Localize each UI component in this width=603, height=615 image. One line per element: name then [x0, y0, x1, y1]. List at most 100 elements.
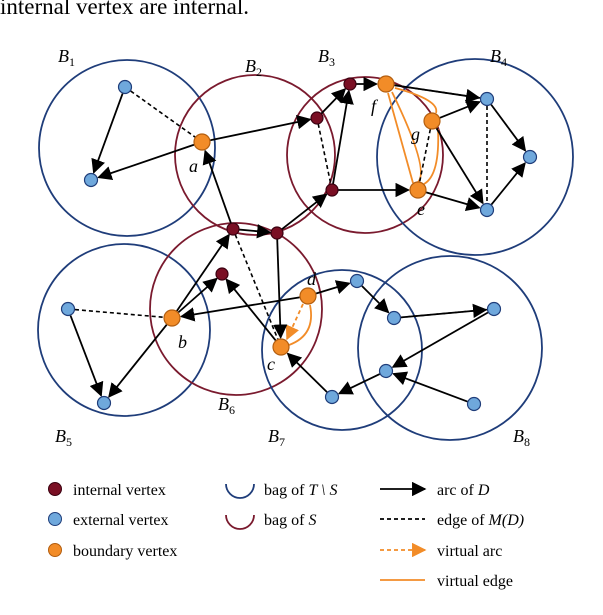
vertices-layer — [60, 75, 538, 412]
external-vertex — [486, 301, 502, 317]
internal-vertex — [215, 267, 229, 281]
external-vertex — [324, 389, 340, 405]
bag-label-b8: B8 — [513, 426, 530, 449]
arc-g-x1 — [439, 100, 481, 119]
matching-edge-i4-c — [234, 234, 279, 340]
external-vertex — [522, 149, 538, 165]
bag-label-b5: B5 — [55, 426, 72, 449]
bag-label-b2: B2 — [245, 56, 262, 79]
external-vertex — [466, 396, 482, 412]
arc-d-z1 — [315, 280, 351, 295]
arc-i5-c — [273, 238, 288, 339]
virtual-arc-d-c — [285, 303, 304, 341]
vertex-label-b: b — [178, 332, 187, 352]
arc-z2-z5 — [400, 303, 488, 319]
arc-e-x3 — [425, 191, 481, 212]
boundary-vertex-b — [163, 309, 181, 327]
arc-z6-z4 — [392, 371, 468, 403]
arc-x1-x2 — [490, 104, 527, 152]
bag-b5 — [37, 243, 211, 417]
arc-f-x1 — [394, 84, 481, 104]
legend-virtual-edge-label: virtual edge — [437, 573, 513, 590]
arc-e1-e2 — [91, 93, 124, 174]
arc-z3-c — [286, 352, 328, 393]
arc-i4-i5 — [238, 224, 272, 239]
labels-layer: B1 B2 B3 B4 B5 B6 B7 B8 a b c d e f g — [55, 46, 530, 449]
virtual-edge-f-g — [394, 87, 438, 114]
arc-y1-y2 — [69, 315, 104, 397]
bag-label-b6: B6 — [218, 394, 235, 417]
internal-vertex — [310, 111, 324, 125]
external-vertex — [83, 172, 99, 188]
legend-virtual-arc-label: virtual arc — [437, 543, 502, 560]
arc-i4-a — [202, 149, 232, 224]
vertex-label-c: c — [267, 354, 275, 374]
internal-vertex — [270, 226, 284, 240]
external-vertex — [386, 310, 402, 326]
boundary-vertex-a — [193, 133, 211, 151]
legend: internal vertex external vertex boundary… — [48, 481, 524, 590]
legend-arc-label: arc of D — [437, 482, 490, 499]
vertex-label-d: d — [307, 269, 317, 289]
arc-a-e2 — [97, 143, 195, 181]
arc-x3-x2 — [490, 162, 526, 206]
bag-b8 — [357, 255, 543, 441]
legend-bag-s-swatch — [225, 514, 255, 530]
edges-layer — [69, 76, 527, 403]
legend-bag-t-label: bag of T \ S — [264, 482, 338, 499]
matching-edge-g-e — [418, 129, 432, 182]
vertex-label-g: g — [411, 124, 420, 144]
bag-label-b7: B7 — [268, 426, 285, 449]
external-vertex — [349, 273, 365, 289]
legend-edge-label: edge of M(D) — [437, 512, 524, 529]
boundary-vertex-e — [409, 181, 427, 199]
internal-vertex — [226, 222, 240, 236]
internal-vertex — [343, 77, 357, 91]
arc-z5-z4 — [391, 311, 489, 368]
external-vertex — [479, 91, 495, 107]
internal-vertex — [325, 183, 339, 197]
vertex-label-f: f — [371, 96, 379, 116]
vertex-label-a: a — [189, 156, 198, 176]
external-vertex — [479, 202, 495, 218]
virtual-edge-f-e — [387, 92, 414, 184]
bag-b4 — [376, 58, 574, 256]
virtual-edge-g-e — [423, 128, 440, 185]
arc-b-i4 — [176, 233, 230, 312]
arc-i5-i3 — [281, 193, 328, 231]
matching-edge-i1-i3 — [317, 123, 332, 185]
legend-bag-t-swatch — [225, 483, 255, 499]
arc-z4-z3 — [337, 373, 381, 395]
legend-boundary-swatch — [48, 543, 62, 557]
legend-external-label: external vertex — [73, 512, 169, 529]
legend-internal-label: internal vertex — [73, 482, 166, 499]
external-vertex — [96, 395, 112, 411]
legend-external-swatch — [48, 512, 62, 526]
matching-edge-e1-a — [130, 90, 196, 138]
caption-fragment: internal vertex are internal. — [0, 0, 250, 19]
legend-bag-s-label: bag of S — [264, 512, 316, 529]
external-vertex — [60, 301, 76, 317]
matching-edge-y1-b — [74, 308, 164, 319]
boundary-vertex-f — [377, 75, 395, 93]
bag-label-b3: B3 — [318, 46, 335, 69]
bag-label-b4: B4 — [490, 46, 507, 69]
arc-i3-i2 — [332, 89, 354, 185]
vertex-label-e: e — [417, 199, 425, 219]
bag-b1 — [38, 59, 216, 237]
arc-b-i6 — [177, 277, 218, 314]
virtual-edge-d-c — [288, 304, 312, 346]
external-vertex — [378, 363, 394, 379]
bag-b6 — [149, 222, 323, 396]
bags-layer — [37, 58, 574, 441]
boundary-vertex-d — [299, 287, 317, 305]
boundary-vertex-c — [272, 338, 290, 356]
arc-i1-i2 — [320, 87, 347, 115]
arc-g-x3 — [435, 127, 484, 205]
arc-z1-z2 — [361, 285, 390, 314]
bag-b2 — [174, 74, 336, 236]
bag-label-b1: B1 — [58, 46, 75, 69]
arc-a-i1 — [210, 115, 312, 142]
arc-d-b — [179, 296, 300, 322]
